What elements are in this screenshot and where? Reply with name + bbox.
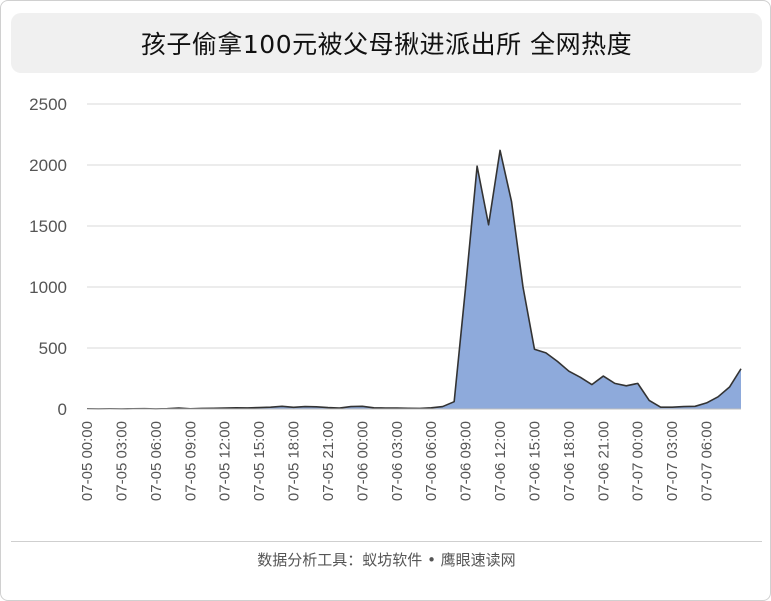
x-tick-label: 07-06 03:00 — [389, 421, 406, 501]
x-tick-label: 07-06 06:00 — [423, 421, 440, 501]
y-tick-label: 2000 — [29, 156, 67, 175]
y-tick-label: 0 — [58, 400, 67, 419]
x-axis: 07-05 00:00 07-05 03:00 07-05 06:00 07-05 0… — [79, 408, 741, 501]
x-tick-label: 07-05 00:00 — [79, 421, 96, 501]
x-tick-label: 07-05 09:00 — [182, 421, 199, 501]
x-tick-label: 07-06 09:00 — [458, 421, 475, 501]
series-area — [86, 149, 742, 410]
y-tick-label: 2500 — [29, 95, 67, 114]
y-tick-label: 1000 — [29, 278, 67, 297]
footer-credit: 数据分析工具：蚁坊软件 • 鹰眼速读网 — [257, 551, 516, 569]
x-tick-label: 07-06 12:00 — [492, 421, 509, 501]
x-tick-label: 07-07 03:00 — [664, 421, 681, 501]
x-tick-label: 07-07 06:00 — [699, 421, 716, 501]
chart-title: 孩子偷拿100元被父母揪进派出所 全网热度 — [140, 30, 633, 59]
x-tick-label: 07-05 03:00 — [113, 421, 130, 501]
x-tick-label: 07-05 06:00 — [148, 421, 165, 501]
x-tick-label: 07-05 18:00 — [286, 421, 303, 501]
title-banner: 孩子偷拿100元被父母揪进派出所 全网热度 — [11, 13, 762, 73]
x-tick-label: 07-06 21:00 — [595, 421, 612, 501]
area-chart: 0 500 1000 1500 2000 2500 07-05 00:00 07-05 03… — [29, 95, 742, 501]
y-tick-label: 1500 — [29, 217, 67, 236]
gridlines — [87, 103, 741, 410]
x-tick-label: 07-06 18:00 — [561, 421, 578, 501]
x-tick-label: 07-06 15:00 — [526, 421, 543, 501]
series-line — [86, 149, 742, 410]
area-fill — [87, 150, 741, 410]
footer-divider — [11, 541, 762, 542]
x-tick-label: 07-05 15:00 — [251, 421, 268, 501]
y-axis: 0 500 1000 1500 2000 2500 — [29, 95, 67, 419]
x-tick-label: 07-05 21:00 — [320, 421, 337, 501]
y-tick-label: 500 — [39, 339, 67, 358]
x-tick-label: 07-05 12:00 — [217, 421, 234, 501]
x-tick-label: 07-06 00:00 — [354, 421, 371, 501]
x-tick-label: 07-07 00:00 — [630, 421, 647, 501]
